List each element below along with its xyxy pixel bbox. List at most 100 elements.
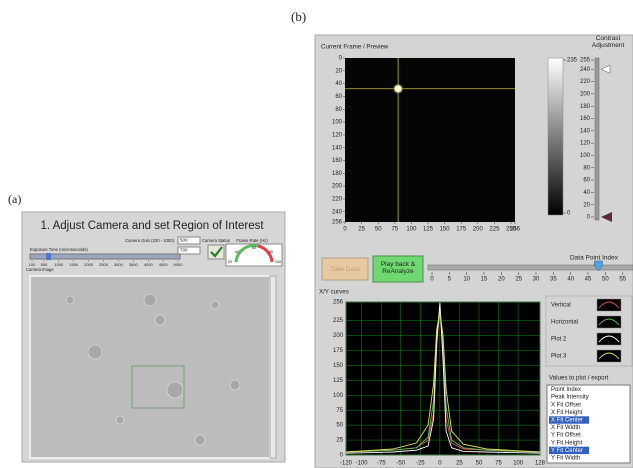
x-tick-label: -100 xyxy=(356,461,369,467)
export-item[interactable]: Peak Intensity xyxy=(551,395,589,401)
y-tick-label: 80 xyxy=(335,107,342,113)
curve xyxy=(345,302,541,454)
legend-label: Plot 2 xyxy=(551,337,567,343)
index-track[interactable] xyxy=(427,264,633,271)
exposure-tick-label: 4500 xyxy=(159,262,169,267)
contrast-tick-label: 255 xyxy=(580,58,591,64)
exposure-tick-label: 3000 xyxy=(114,262,124,267)
cell-blob xyxy=(229,379,241,391)
y-tick-label: 60 xyxy=(335,94,342,100)
index-tick-label: 10 xyxy=(463,277,470,283)
export-item[interactable]: X Fit Height xyxy=(551,410,583,416)
take-data-button[interactable] xyxy=(321,257,369,281)
y-tick-label: 100 xyxy=(332,120,343,126)
legend-label: Vertical xyxy=(551,303,571,309)
preview-image xyxy=(345,58,515,222)
cell-blob xyxy=(87,344,103,360)
contrast-high-thumb[interactable] xyxy=(600,64,611,74)
exposure-field[interactable] xyxy=(177,246,201,255)
x-tick-label: 25 xyxy=(456,461,463,467)
index-tick-label: 20 xyxy=(498,277,505,283)
legend-swatch xyxy=(596,349,622,363)
cell-blob xyxy=(115,415,125,425)
x-tick-label: -75 xyxy=(377,461,386,467)
cell-blob xyxy=(154,314,166,326)
cell-blob xyxy=(194,434,206,446)
legend-line xyxy=(598,335,620,343)
index-thumb[interactable] xyxy=(594,260,603,272)
preview-title: Current Frame / Preview xyxy=(321,44,389,51)
beam-spot xyxy=(392,82,405,95)
exposure-tick-label: 100 xyxy=(29,262,36,267)
y-tick-label: 50 xyxy=(336,423,343,429)
contrast-tick-label: 180 xyxy=(580,104,591,110)
x-tick-label: 0 xyxy=(343,227,347,233)
x-tick-label: 50 xyxy=(476,461,483,467)
gauge-tick-label: 100 xyxy=(275,260,281,264)
index-tick-label: 5 xyxy=(448,277,452,283)
check-mark xyxy=(210,246,223,258)
gauge-tick-label: 60 xyxy=(252,246,256,250)
y-tick-label: 75 xyxy=(336,408,343,414)
export-item[interactable]: Y Fit Height xyxy=(551,440,583,446)
index-tick-label: 50 xyxy=(602,277,609,283)
x-tick-label: 25 xyxy=(358,227,365,233)
legend-label: Horizontal xyxy=(551,320,578,326)
exposure-value: 700 xyxy=(180,248,188,253)
export-item[interactable]: X Fit Center xyxy=(551,417,583,423)
contrast-label: Contrast Adjustment xyxy=(591,35,625,50)
contrast-tick-label: 80 xyxy=(583,165,590,171)
contrast-tick-label: 240 xyxy=(580,67,591,73)
panel-label: (b) xyxy=(291,9,306,24)
gain-field[interactable] xyxy=(177,236,201,245)
export-item[interactable]: Y Fit Width xyxy=(551,455,580,461)
gauge-tick-label: 80 xyxy=(269,250,273,254)
x-tick-label: 50 xyxy=(375,227,382,233)
export-item[interactable]: Y Fit Center xyxy=(551,448,583,454)
x-tick-label: 175 xyxy=(456,227,467,233)
gauge-arc-green xyxy=(234,244,259,263)
exposure-tick-label: 1500 xyxy=(69,262,79,267)
play-back-button[interactable] xyxy=(372,255,424,283)
scroll-v[interactable] xyxy=(269,275,277,459)
gauge-arc-red xyxy=(257,244,274,263)
x-tick-label: 0 xyxy=(438,461,442,467)
exposure-tick-label: 1000 xyxy=(54,262,64,267)
gain-label: Camera Gain (220 - 1000) xyxy=(125,238,174,243)
x-tick-label: -50 xyxy=(396,461,405,467)
y-tick-label: 256 xyxy=(332,220,343,226)
colorbar xyxy=(547,57,564,216)
x-tick-label: 125 xyxy=(423,227,434,233)
y-tick-label: 150 xyxy=(333,363,344,369)
exposure-tick-label: 2000 xyxy=(84,262,94,267)
exposure-slider[interactable] xyxy=(29,253,181,260)
contrast-tick-label: 20 xyxy=(583,202,590,208)
frame-rate-label: Frame Rate (Hz) xyxy=(236,238,268,243)
index-tick-label: 0 xyxy=(430,277,434,283)
x-tick-label: 256 xyxy=(510,227,521,233)
play-back-text[interactable]: Play back & ReAnalyze xyxy=(380,261,416,276)
x-tick-label: -25 xyxy=(416,461,425,467)
take-data-text[interactable]: Take Data xyxy=(330,266,360,273)
y-tick-label: 20 xyxy=(335,68,342,74)
contrast-tick-label: 60 xyxy=(583,178,590,184)
contrast-tick-label: 220 xyxy=(580,79,591,85)
export-item[interactable]: Point Index xyxy=(551,387,581,393)
exposure-thumb[interactable] xyxy=(46,253,52,260)
cell-blob xyxy=(166,381,184,399)
export-item[interactable]: X Fit Offset xyxy=(551,402,581,408)
contrast-tick-label: 140 xyxy=(580,128,591,134)
export-item[interactable]: X Fit Width xyxy=(551,425,580,431)
export-item[interactable]: Y Fit Offset xyxy=(551,433,581,439)
y-tick-label: 175 xyxy=(333,348,344,354)
contrast-low-thumb[interactable] xyxy=(601,212,612,222)
cell-blob xyxy=(143,293,157,307)
index-tick-label: 45 xyxy=(585,277,592,283)
legend-line xyxy=(598,318,620,326)
index-label: Data Point Index xyxy=(570,255,619,262)
camera-title: 1. Adjust Camera and set Region of Inter… xyxy=(40,220,264,232)
contrast-track[interactable] xyxy=(594,57,600,221)
legend-swatch xyxy=(596,332,622,346)
